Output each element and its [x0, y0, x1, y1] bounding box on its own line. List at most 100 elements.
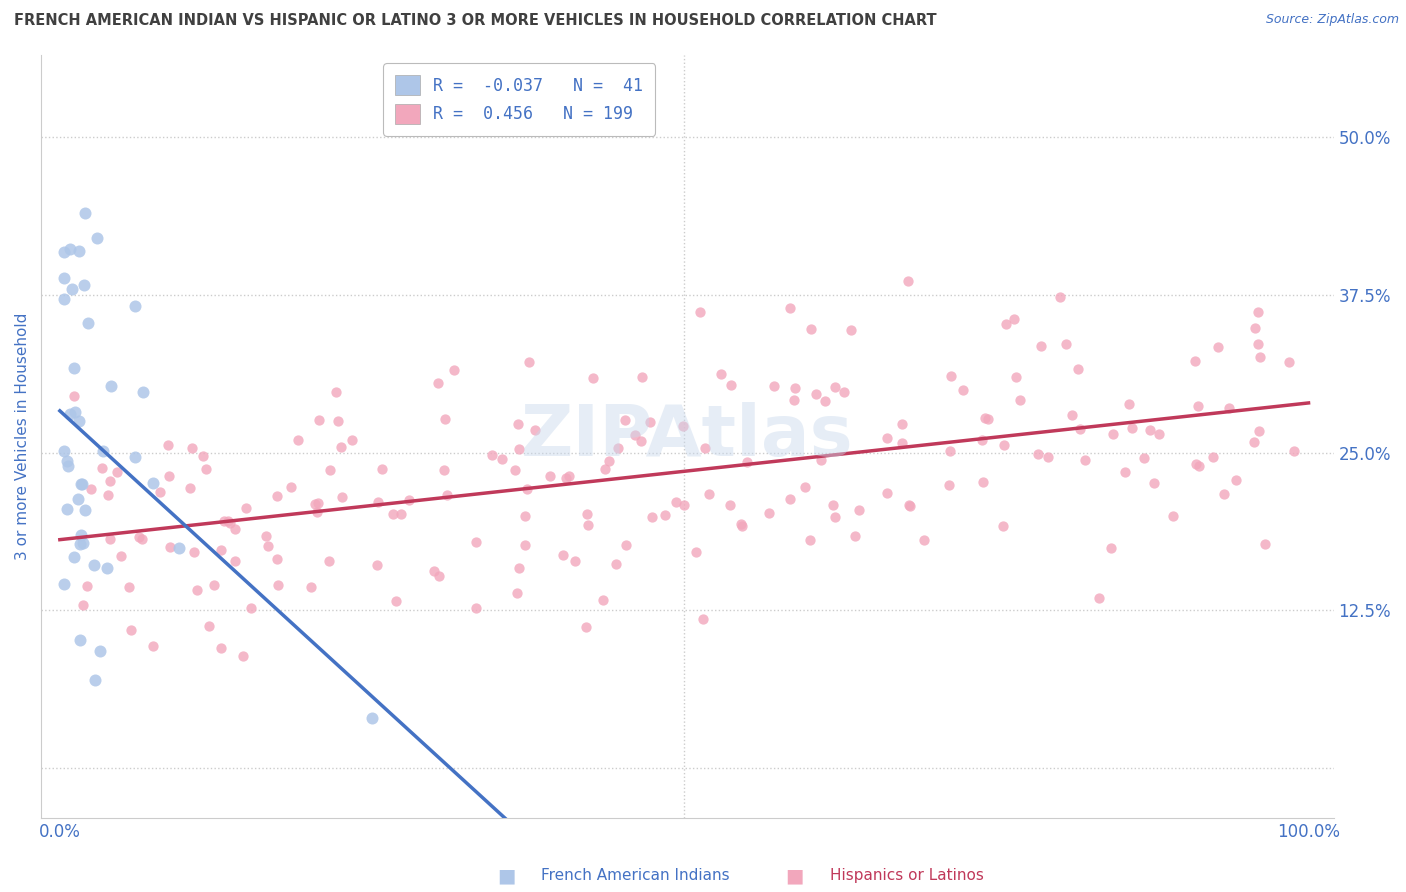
Point: [794, 481, 817, 495]
Point: [1206, 340, 1229, 354]
Point: [844, 529, 866, 543]
Point: [110, 549, 132, 563]
Point: [56, 454, 79, 468]
Point: [506, 586, 529, 600]
Point: [181, 441, 204, 455]
Point: [52, 293, 75, 307]
Point: [217, 514, 239, 528]
Point: [1244, 321, 1267, 335]
Point: [56, 502, 79, 516]
Point: [131, 533, 153, 547]
Point: [1202, 450, 1225, 464]
Point: [98, 475, 121, 489]
Point: [1250, 350, 1272, 364]
Point: [191, 449, 214, 463]
Point: [1254, 536, 1277, 550]
Point: [973, 411, 995, 425]
Point: [90, 461, 112, 475]
Point: [800, 321, 823, 335]
Point: [366, 558, 388, 573]
Point: [641, 509, 664, 524]
Point: [697, 487, 720, 501]
Point: [1074, 453, 1097, 467]
Text: FRENCH AMERICAN INDIAN VS HISPANIC OR LATINO 3 OR MORE VEHICLES IN HOUSEHOLD COR: FRENCH AMERICAN INDIAN VS HISPANIC OR LA…: [14, 13, 936, 29]
Point: [783, 393, 806, 408]
Point: [142, 476, 165, 491]
Point: [179, 482, 201, 496]
Point: [575, 507, 598, 521]
Point: [481, 448, 503, 462]
Text: ZIPAtlas: ZIPAtlas: [522, 402, 853, 471]
Point: [1142, 475, 1164, 490]
Point: [66, 491, 89, 506]
Point: [758, 506, 780, 520]
Point: [427, 569, 450, 583]
Point: [307, 505, 329, 519]
Point: [361, 710, 384, 724]
Point: [763, 379, 786, 393]
Point: [876, 486, 898, 500]
Point: [972, 475, 994, 490]
Point: [330, 440, 353, 454]
Point: [1099, 541, 1122, 555]
Point: [118, 580, 141, 594]
Point: [718, 498, 741, 512]
Point: [824, 380, 846, 394]
Point: [1278, 355, 1301, 369]
Point: [73, 206, 96, 220]
Point: [53, 443, 76, 458]
Point: [80, 482, 103, 496]
Point: [1218, 401, 1240, 416]
Point: [695, 442, 717, 456]
Point: [1139, 424, 1161, 438]
Point: [876, 431, 898, 445]
Point: [72, 536, 94, 550]
Point: [330, 491, 353, 505]
Point: [824, 510, 846, 524]
Point: [1067, 362, 1090, 376]
Text: ■: ■: [496, 866, 516, 886]
Point: [1184, 457, 1206, 471]
Point: [77, 317, 100, 331]
Point: [1002, 312, 1025, 326]
Point: [159, 540, 181, 554]
Point: [592, 593, 614, 607]
Y-axis label: 3 or more Vehicles in Household: 3 or more Vehicles in Household: [15, 313, 30, 560]
Point: [553, 549, 575, 563]
Point: [382, 507, 405, 521]
Point: [939, 443, 962, 458]
Point: [517, 355, 540, 369]
Point: [593, 462, 616, 476]
Point: [508, 561, 530, 575]
Point: [52, 270, 75, 285]
Point: [73, 277, 96, 292]
Point: [70, 527, 93, 541]
Point: [60, 281, 83, 295]
Point: [1247, 424, 1270, 438]
Point: [1062, 408, 1084, 422]
Point: [1147, 427, 1170, 442]
Point: [340, 434, 363, 448]
Point: [183, 545, 205, 559]
Point: [1184, 354, 1206, 368]
Text: ■: ■: [785, 866, 804, 886]
Point: [100, 379, 122, 393]
Point: [72, 598, 94, 612]
Point: [1163, 508, 1185, 523]
Point: [63, 550, 86, 565]
Point: [186, 582, 208, 597]
Point: [52, 577, 75, 591]
Text: French American Indians: French American Indians: [541, 869, 730, 883]
Point: [280, 480, 302, 494]
Point: [1049, 290, 1071, 304]
Point: [491, 451, 513, 466]
Point: [952, 384, 974, 398]
Point: [202, 577, 225, 591]
Point: [266, 552, 288, 566]
Point: [672, 419, 695, 434]
Point: [1246, 305, 1268, 319]
Point: [427, 376, 450, 391]
Point: [389, 507, 412, 521]
Point: [240, 601, 263, 615]
Point: [503, 463, 526, 477]
